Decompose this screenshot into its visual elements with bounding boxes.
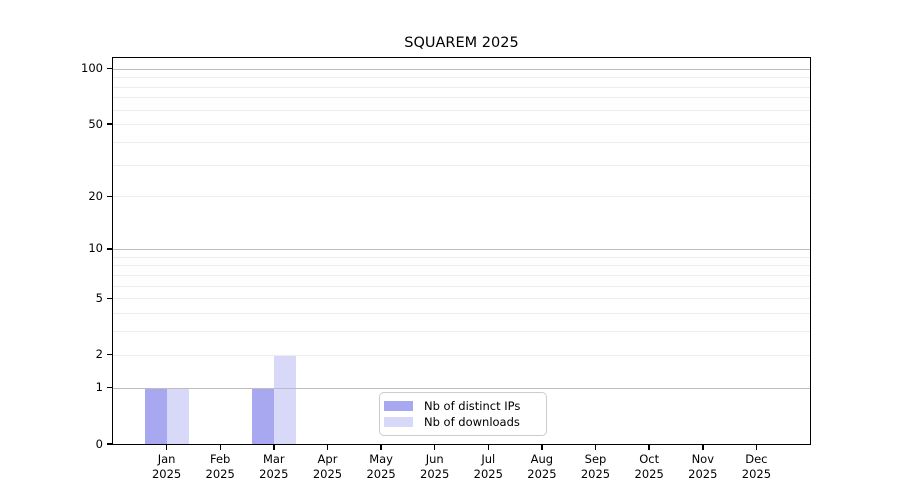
- month-label: Sep: [584, 452, 607, 466]
- year-label: 2025: [473, 467, 503, 481]
- gridline-layer: [113, 58, 810, 444]
- x-axis-tick: [594, 445, 597, 450]
- gridline-minor: [113, 77, 810, 78]
- y-axis-tick: [106, 443, 113, 445]
- year-label: 2025: [366, 467, 396, 481]
- x-tick-label-jul: Jul 2025: [455, 452, 521, 482]
- month-label: Apr: [317, 452, 338, 466]
- y-tick-label: 10: [88, 241, 103, 256]
- bar-nb-of-downloads-jan: [166, 387, 189, 444]
- gridline-minor: [113, 313, 810, 315]
- y-axis-tick: [106, 67, 113, 70]
- gridline-minor: [113, 86, 810, 88]
- gridline-minor: [113, 196, 810, 198]
- x-axis-tick: [219, 445, 221, 450]
- gridline-minor: [113, 97, 810, 99]
- x-tick-label-dec: Dec 2025: [723, 452, 789, 482]
- gridline-minor: [113, 274, 810, 276]
- month-label: Feb: [210, 452, 231, 466]
- plot-area: [113, 58, 810, 444]
- x-tick-label-sep: Sep 2025: [563, 452, 629, 482]
- legend-label-downloads: Nb of downloads: [424, 415, 520, 429]
- gridline-minor: [113, 285, 810, 287]
- y-tick-label: 5: [95, 290, 103, 305]
- y-axis-tick: [106, 386, 113, 389]
- month-label: Jan: [157, 452, 176, 466]
- month-label: Nov: [691, 452, 715, 466]
- gridline-major: [113, 248, 810, 250]
- gridline-major: [113, 68, 810, 70]
- month-label: Jun: [425, 452, 444, 466]
- y-tick-label: 2: [95, 347, 103, 362]
- x-tick-label-aug: Aug 2025: [509, 452, 575, 482]
- x-tick-label-feb: Feb 2025: [187, 452, 253, 482]
- month-label: Dec: [745, 452, 768, 466]
- legend-swatch-distinct-ips: [384, 401, 413, 411]
- gridline-minor: [113, 141, 810, 143]
- gridline-minor: [113, 331, 810, 333]
- year-label: 2025: [634, 467, 664, 481]
- y-axis-tick: [106, 195, 113, 198]
- y-axis-tick: [106, 248, 113, 250]
- bar-layer: [113, 58, 810, 444]
- legend-item-downloads: Nb of downloads: [384, 415, 538, 429]
- bar-nb-of-distinct-ips-mar: [251, 387, 274, 444]
- y-axis-tick: [106, 297, 113, 299]
- year-label: 2025: [205, 467, 235, 481]
- x-axis-tick: [273, 445, 275, 450]
- y-tick-label: 100: [81, 61, 103, 76]
- x-tick-label-nov: Nov 2025: [670, 452, 736, 482]
- gridline-minor: [113, 124, 810, 126]
- x-axis-tick: [487, 445, 490, 450]
- x-tick-label-apr: Apr 2025: [295, 452, 361, 482]
- x-tick-label-jun: Jun 2025: [402, 452, 468, 482]
- x-axis-tick: [433, 445, 436, 450]
- x-axis-tick: [702, 445, 704, 450]
- x-axis-tick: [541, 445, 543, 450]
- year-label: 2025: [741, 467, 772, 481]
- year-label: 2025: [688, 467, 718, 481]
- legend-item-distinct-ips: Nb of distinct IPs: [384, 399, 538, 413]
- gridline-minor: [113, 164, 810, 166]
- y-tick-label: 50: [88, 116, 103, 131]
- month-label: Jul: [481, 452, 496, 466]
- year-label: 2025: [527, 467, 557, 481]
- month-label: May: [369, 452, 393, 466]
- year-label: 2025: [259, 467, 289, 481]
- year-label: 2025: [151, 467, 182, 481]
- y-axis-tick: [106, 353, 113, 356]
- legend-swatch-downloads: [384, 417, 413, 427]
- x-tick-label-jan: Jan 2025: [134, 452, 200, 482]
- x-axis-tick: [755, 445, 758, 450]
- x-axis-tick: [165, 445, 168, 450]
- bar-nb-of-distinct-ips-jan: [144, 387, 167, 444]
- year-label: 2025: [420, 467, 450, 481]
- gridline-minor: [113, 298, 810, 300]
- gridline-minor: [113, 256, 810, 258]
- y-tick-label: 1: [95, 380, 103, 395]
- x-axis-tick: [380, 445, 382, 450]
- legend-label-distinct-ips: Nb of distinct IPs: [424, 399, 521, 413]
- month-label: Mar: [262, 452, 285, 466]
- x-axis-tick: [326, 445, 329, 450]
- year-label: 2025: [312, 467, 343, 481]
- month-label: Aug: [530, 452, 554, 466]
- chart-title: SQUAREM 2025: [404, 35, 519, 51]
- y-tick-label: 20: [88, 188, 103, 203]
- legend: Nb of distinct IPs Nb of downloads: [379, 392, 547, 436]
- gridline-minor: [113, 265, 810, 267]
- month-label: Oct: [639, 452, 660, 466]
- bar-nb-of-downloads-mar: [273, 354, 296, 444]
- x-tick-label-may: May 2025: [348, 452, 414, 482]
- year-label: 2025: [580, 467, 611, 481]
- gridline-minor: [113, 109, 810, 111]
- x-axis-tick: [648, 445, 650, 450]
- y-tick-label: 0: [95, 436, 103, 451]
- y-axis-tick: [106, 123, 113, 125]
- x-tick-label-mar: Mar 2025: [241, 452, 307, 482]
- gridline-major: [113, 387, 810, 389]
- gridline-minor: [113, 354, 810, 356]
- x-tick-label-oct: Oct 2025: [616, 452, 682, 482]
